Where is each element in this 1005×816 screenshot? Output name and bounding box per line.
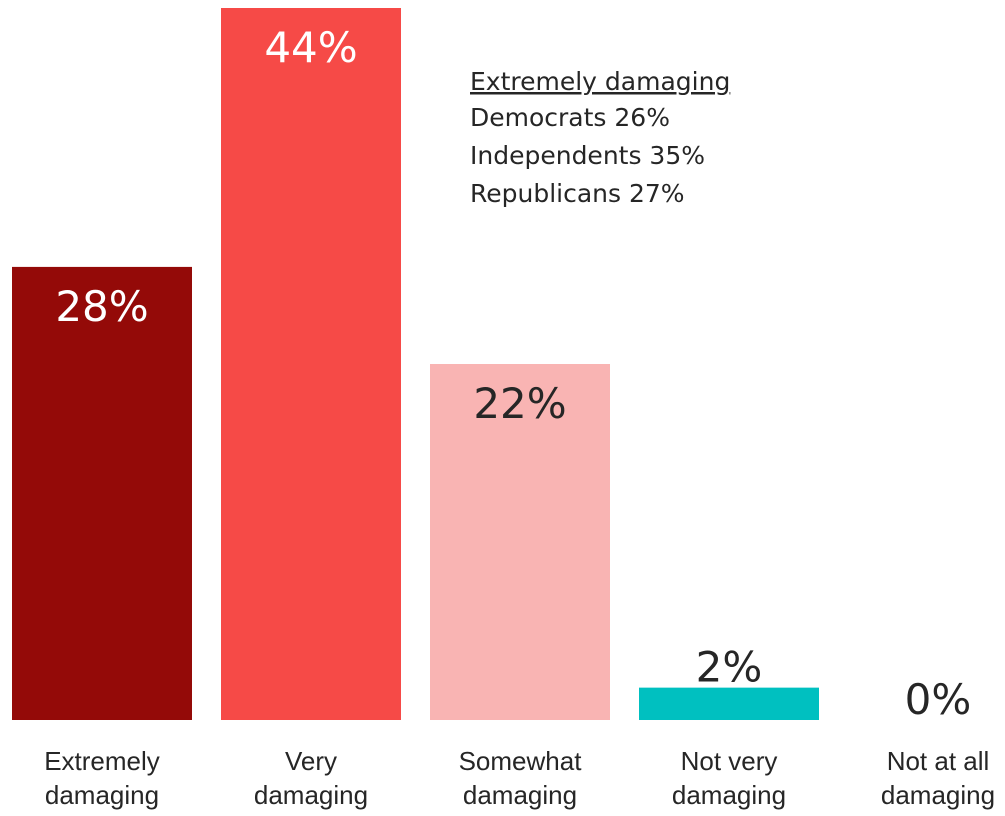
category-label-2: Somewhat damaging [459,746,583,810]
category-label-4: Not at all damaging [881,746,995,810]
annotation-line-democrats: Democrats 26% [470,103,670,132]
category-label-3: Not very damaging [672,746,786,810]
data-label-3: 2% [696,643,763,692]
category-label-1: Very damaging [254,746,368,810]
bar-2 [430,364,610,720]
category-labels-group: Extremely damaging Very damaging Somewhat dam… [44,746,995,810]
bar-0 [12,266,192,720]
bar-3 [639,687,819,720]
data-labels-group: 28% 44% 22% 2% 0% [55,23,971,724]
category-label-0: Extremely damaging [44,746,160,810]
annotation-box: Extremely damaging Democrats 26% Indepen… [470,67,730,208]
bar-1 [221,8,401,720]
data-label-0: 28% [55,282,148,331]
annotation-line-independents: Independents 35% [470,141,705,170]
bars-group [12,8,819,720]
data-label-1: 44% [264,23,357,72]
annotation-line-republicans: Republicans 27% [470,179,685,208]
annotation-heading: Extremely damaging [470,67,730,96]
data-label-2: 22% [473,379,566,428]
data-label-4: 0% [905,675,972,724]
